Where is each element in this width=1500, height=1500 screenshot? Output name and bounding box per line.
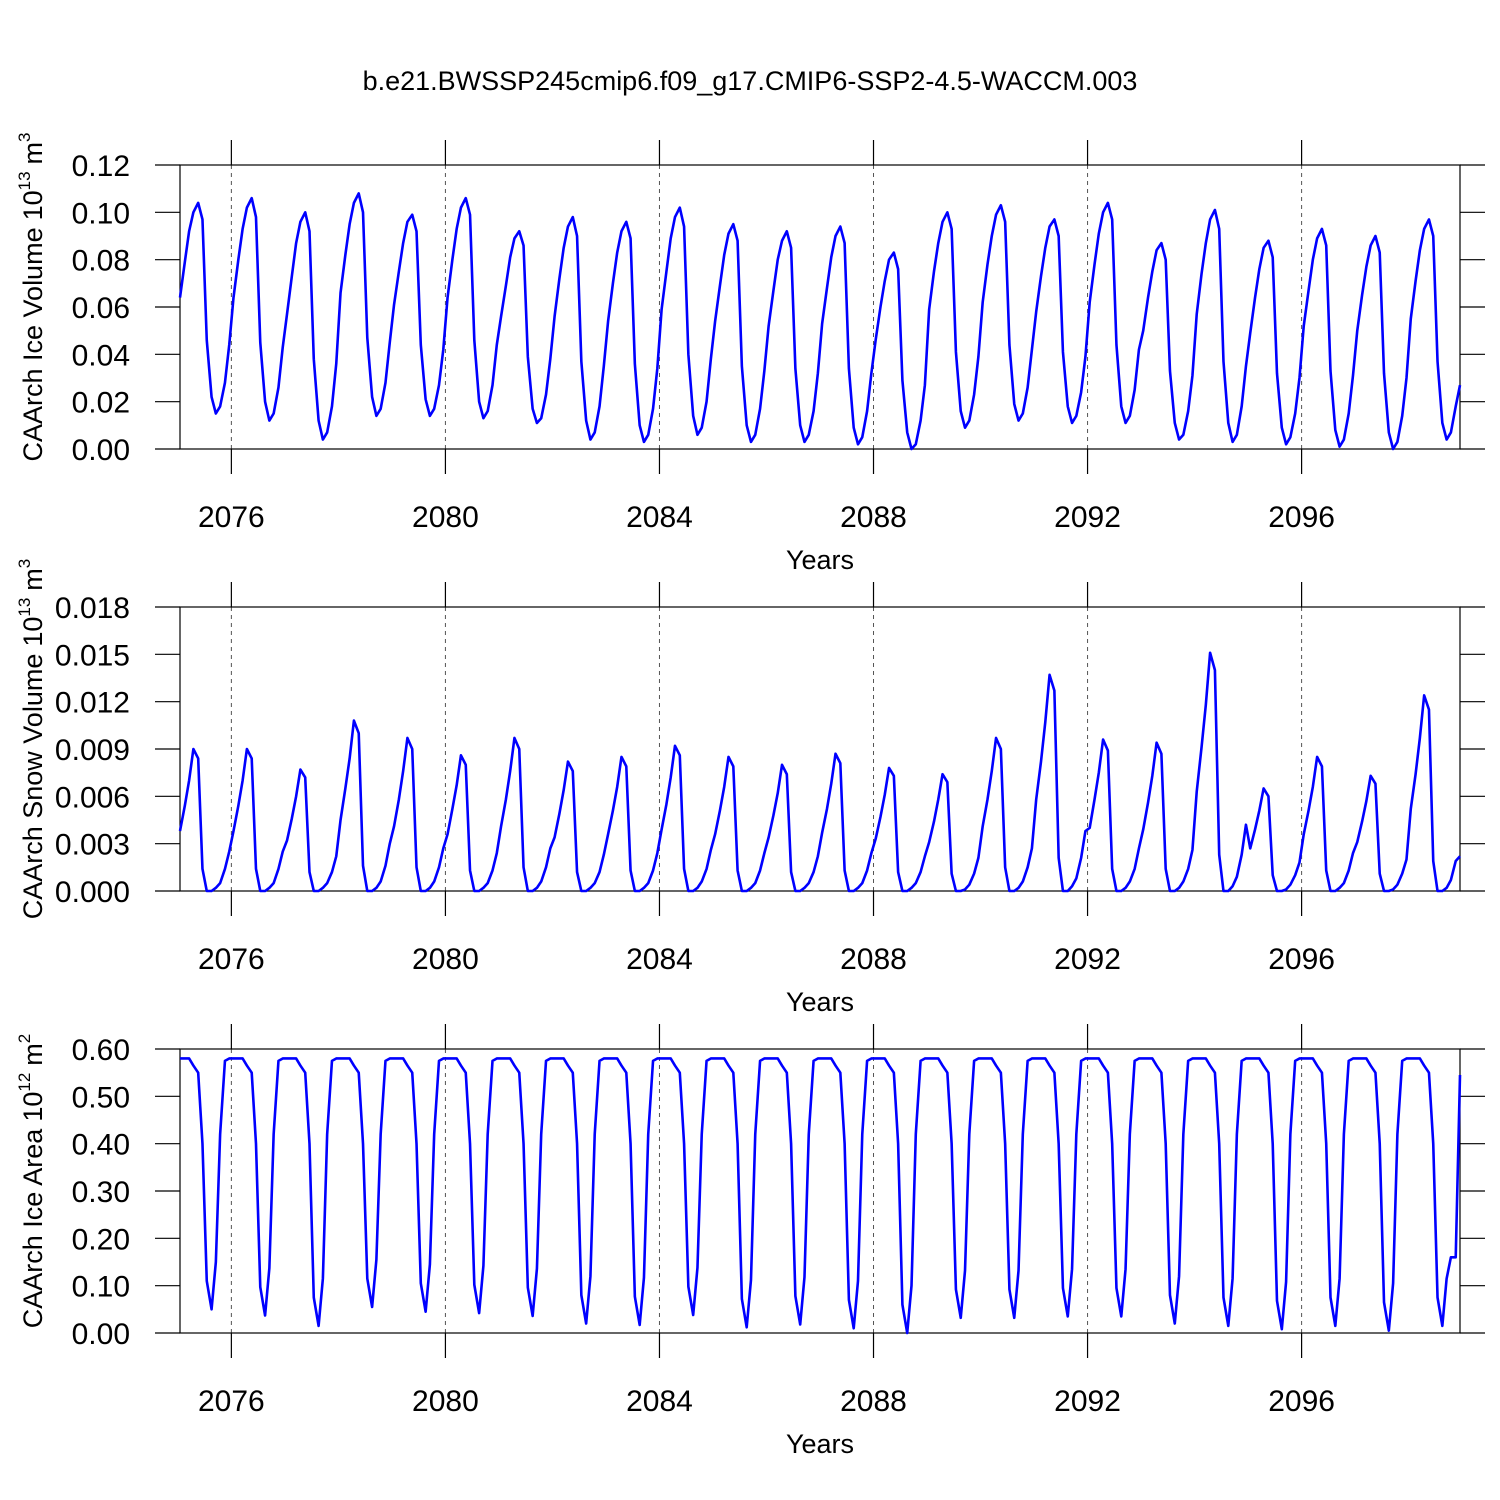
y-tick-label: 0.12 — [72, 150, 130, 183]
y-tick-label: 0.00 — [72, 1318, 130, 1351]
y-axis-title-unit: m — [18, 142, 48, 165]
data-line — [178, 651, 1461, 893]
x-tick-label: 2080 — [412, 501, 479, 534]
plot-frame — [179, 1048, 1461, 1334]
y-axis-title-text: CAArch Snow Volume — [18, 654, 48, 920]
y-tick-label: 0.60 — [72, 1034, 130, 1067]
y-tick-label: 0.009 — [55, 734, 130, 767]
y-axis-title-scale-exp: 13 — [15, 598, 34, 617]
y-axis-title-unit: m — [18, 1043, 48, 1066]
y-tick-label: 0.40 — [72, 1129, 130, 1162]
y-tick-label: 0.006 — [55, 781, 130, 814]
y-axis-title-scale: 10 — [18, 190, 48, 220]
x-tick-label: 2096 — [1268, 943, 1335, 976]
y-axis-title: CAArch Ice Volume 1013 m3 — [15, 132, 48, 461]
x-tick-label: 2096 — [1268, 501, 1335, 534]
panel: 2076 2080 2084 2088 2092 2096 0.000 0.003 0.006 0… — [15, 559, 1485, 1017]
y-axis-title-unit-exp: 3 — [15, 559, 34, 568]
y-tick-label: 0.50 — [72, 1081, 130, 1114]
y-tick-label: 0.003 — [55, 829, 130, 862]
y-tick-label: 0.06 — [72, 292, 130, 325]
y-axis-title-unit-exp: 2 — [15, 1034, 34, 1043]
x-tick-label: 2076 — [198, 943, 265, 976]
y-tick-label: 0.015 — [55, 639, 130, 672]
x-tick-label: 2088 — [840, 943, 907, 976]
plot-frame — [179, 164, 1461, 450]
y-axis-title: CAArch Snow Volume 1013 m3 — [15, 559, 48, 920]
x-tick-label: 2084 — [626, 943, 693, 976]
x-tick-label: 2084 — [626, 501, 693, 534]
y-tick-label: 0.00 — [72, 434, 130, 467]
y-axis-title-unit-exp: 3 — [15, 132, 34, 141]
y-tick-label: 0.000 — [55, 876, 130, 909]
y-tick-label: 0.04 — [72, 339, 130, 372]
x-axis-title: Years — [786, 545, 854, 575]
y-axis-title-scale-exp: 12 — [15, 1073, 34, 1092]
panel: 2076 2080 2084 2088 2092 2096 0.00 0.02 0.04 0.06… — [15, 132, 1485, 575]
y-tick-label: 0.30 — [72, 1176, 130, 1209]
y-tick-label: 0.018 — [55, 592, 130, 625]
y-axis-title-text: CAArch Ice Volume — [18, 227, 48, 461]
y-tick-label: 0.10 — [72, 197, 130, 230]
x-tick-label: 2080 — [412, 943, 479, 976]
data-line — [178, 192, 1462, 451]
y-axis-title-scale: 10 — [18, 617, 48, 647]
x-tick-label: 2088 — [840, 501, 907, 534]
panel: 2076 2080 2084 2088 2092 2096 0.00 0.10 0.20 0.30… — [15, 1024, 1485, 1459]
x-tick-label: 2092 — [1054, 501, 1121, 534]
y-axis-title-unit: m — [18, 568, 48, 591]
x-tick-label: 2084 — [626, 1385, 693, 1418]
plot-frame — [179, 606, 1461, 892]
y-axis-title: CAArch Ice Area 1012 m2 — [15, 1034, 48, 1329]
x-axis-title: Years — [786, 987, 854, 1017]
y-tick-label: 0.20 — [72, 1223, 130, 1256]
y-tick-label: 0.012 — [55, 687, 130, 720]
x-tick-label: 2092 — [1054, 943, 1121, 976]
x-tick-label: 2076 — [198, 1385, 265, 1418]
x-tick-label: 2076 — [198, 501, 265, 534]
y-axis-title-scale-exp: 13 — [15, 171, 34, 190]
y-tick-label: 0.08 — [72, 245, 130, 278]
figure-title: b.e21.BWSSP245cmip6.f09_g17.CMIP6-SSP2-4… — [363, 66, 1138, 96]
x-axis-title: Years — [786, 1429, 854, 1459]
x-tick-label: 2088 — [840, 1385, 907, 1418]
x-tick-label: 2096 — [1268, 1385, 1335, 1418]
y-tick-label: 0.10 — [72, 1271, 130, 1304]
y-axis-title-scale: 10 — [18, 1092, 48, 1122]
y-axis-title-text: CAArch Ice Area — [18, 1128, 48, 1329]
y-tick-label: 0.02 — [72, 387, 130, 420]
data-line — [180, 1057, 1462, 1335]
x-tick-label: 2080 — [412, 1385, 479, 1418]
x-tick-label: 2092 — [1054, 1385, 1121, 1418]
